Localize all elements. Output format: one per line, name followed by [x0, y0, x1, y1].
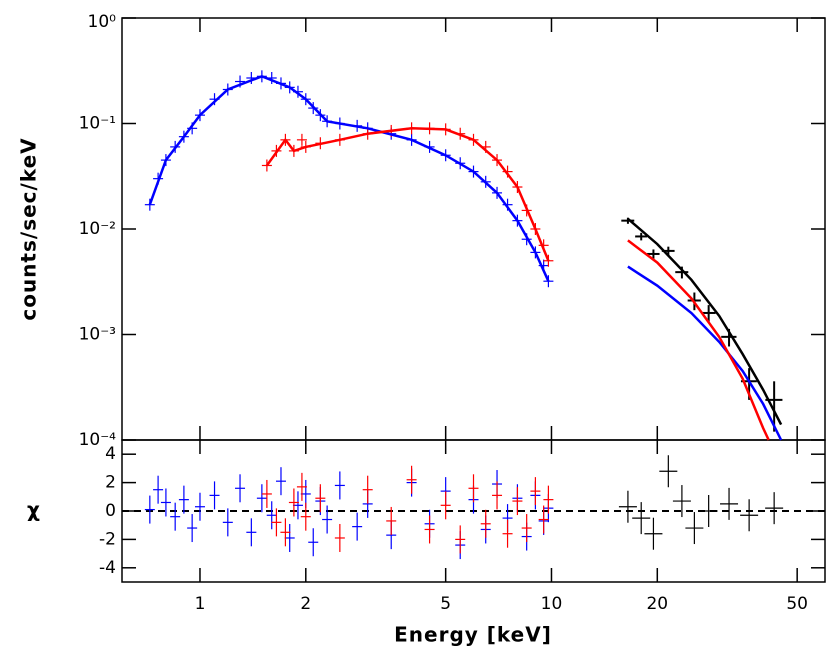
x-axis-label: Energy [keV]: [394, 623, 552, 647]
y-tick-label: 10⁻⁴: [79, 430, 117, 450]
y-tick-label: 4: [105, 444, 116, 464]
y-tick-label: 10⁻¹: [79, 114, 116, 134]
x-tick-label: 2: [300, 594, 311, 614]
y-tick-label: 2: [105, 473, 116, 493]
y-axis-label: counts/sec/keV: [17, 137, 41, 320]
model-line: [148, 74, 550, 282]
y-tick-label: -4: [99, 558, 116, 578]
model-line: [265, 127, 550, 262]
x-tick-label: 50: [786, 594, 808, 614]
model-line: [627, 217, 783, 426]
y-tick-label: 10⁰: [88, 12, 117, 32]
top-frame: [121, 17, 826, 441]
model-line: [627, 265, 783, 441]
x-tick-label: 5: [440, 594, 451, 614]
x-tick-label: 10: [541, 594, 563, 614]
y-tick-label: 10⁻²: [79, 219, 116, 239]
model-line: [627, 239, 770, 441]
x-tick-label: 20: [646, 594, 668, 614]
y-tick-label: 0: [105, 501, 116, 521]
residual-axis-label: χ: [27, 498, 41, 522]
y-tick-label: -2: [99, 529, 116, 549]
x-tick-label: 1: [195, 594, 206, 614]
y-tick-label: 10⁻³: [79, 325, 116, 345]
